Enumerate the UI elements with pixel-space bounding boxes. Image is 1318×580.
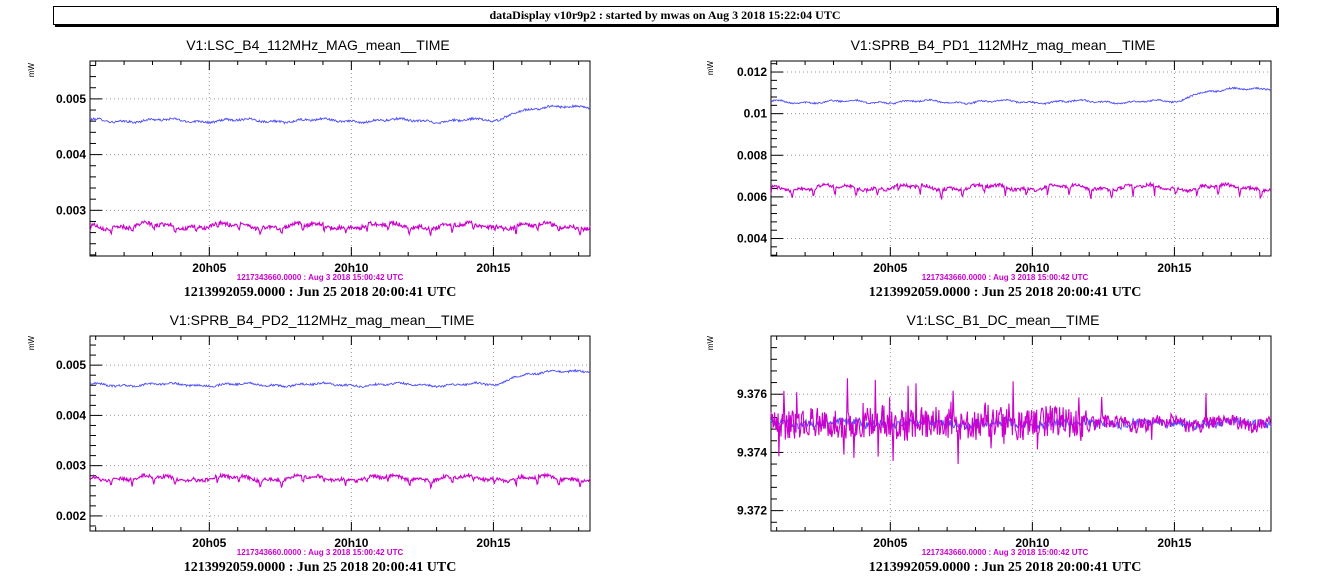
x-tick-label: 20h15 — [476, 261, 510, 275]
y-tick-label: 0.003 — [56, 459, 86, 473]
window-title: dataDisplay v10r9p2 : started by mwas on… — [489, 8, 841, 22]
grid — [90, 336, 590, 531]
data-series — [89, 368, 591, 490]
series-line-current — [89, 472, 591, 490]
x-tick-label: 20h10 — [334, 261, 368, 275]
y-tick-label: 0.005 — [56, 358, 86, 372]
x-tick-label: 20h05 — [192, 536, 226, 550]
y-tick-label: 9.374 — [737, 445, 767, 459]
y-tick-label: 0.012 — [737, 65, 767, 79]
chart-panel-3: V1:SPRB_B4_PD2_112MHz_mag_mean__TIME mW … — [27, 312, 591, 575]
start-time-footer: 1213992059.0000 : Jun 25 2018 20:00:41 U… — [184, 560, 457, 575]
y-axis-label: mW — [706, 335, 715, 350]
grid — [771, 336, 1271, 531]
start-time-footer: 1213992059.0000 : Jun 25 2018 20:00:41 U… — [184, 285, 457, 300]
series-line-current — [89, 219, 591, 237]
x-tick-label: 20h05 — [873, 261, 907, 275]
x-tick-label: 20h15 — [476, 536, 510, 550]
data-series — [770, 86, 1272, 201]
x-tick-label: 20h10 — [1015, 536, 1049, 550]
plot-frame — [89, 335, 591, 532]
grid — [90, 61, 590, 256]
y-tick-label: 0.004 — [56, 148, 86, 162]
x-tick-label: 20h05 — [873, 536, 907, 550]
y-axis-label: mW — [27, 62, 36, 77]
chart-panel-2: V1:SPRB_B4_PD1_112MHz_mag_mean__TIME mW … — [706, 37, 1272, 300]
chart-title: V1:SPRB_B4_PD1_112MHz_mag_mean__TIME — [851, 37, 1156, 53]
grid — [771, 61, 1271, 256]
chart-panel-1: V1:LSC_B4_112MHz_MAG_mean__TIME mW 20h05… — [27, 37, 591, 300]
reference-time-note: 1217343660.0000 : Aug 3 2018 15:00:42 UT… — [922, 273, 1089, 282]
y-tick-label: 0.004 — [56, 408, 86, 422]
y-axis-label: mW — [706, 60, 715, 75]
x-tick-label: 20h10 — [1015, 261, 1049, 275]
plot-frame — [89, 60, 591, 257]
y-tick-label: 9.376 — [737, 387, 767, 401]
x-tick-label: 20h10 — [334, 536, 368, 550]
y-tick-label: 0.004 — [737, 232, 767, 246]
data-series — [89, 104, 591, 237]
y-tick-label: 0.003 — [56, 203, 86, 217]
start-time-footer: 1213992059.0000 : Jun 25 2018 20:00:41 U… — [869, 560, 1142, 575]
plot-frame — [770, 60, 1272, 257]
chart-title: V1:SPRB_B4_PD2_112MHz_mag_mean__TIME — [170, 312, 475, 328]
axis-ticks: 20h05 20h10 20h15 0.004 0.006 0.008 0.01 0.012 — [737, 61, 1261, 275]
chart-title: V1:LSC_B1_DC_mean__TIME — [907, 312, 1100, 328]
y-tick-label: 0.006 — [737, 190, 767, 204]
y-tick-label: 0.008 — [737, 148, 767, 162]
y-tick-label: 0.005 — [56, 92, 86, 106]
y-tick-label: 9.372 — [737, 504, 767, 518]
reference-time-note: 1217343660.0000 : Aug 3 2018 15:00:42 UT… — [237, 548, 404, 557]
series-line-current — [770, 378, 1272, 465]
start-time-footer: 1213992059.0000 : Jun 25 2018 20:00:41 U… — [869, 285, 1142, 300]
reference-time-note: 1217343660.0000 : Aug 3 2018 15:00:42 UT… — [237, 273, 404, 282]
y-tick-label: 0.002 — [56, 509, 86, 523]
series-line-reference — [89, 368, 591, 389]
data-series — [770, 378, 1272, 465]
x-tick-label: 20h05 — [192, 261, 226, 275]
axis-ticks: 20h05 20h10 20h15 0.003 0.004 0.005 — [56, 61, 580, 275]
series-line-reference — [770, 86, 1272, 106]
series-line-reference — [89, 104, 591, 125]
reference-time-note: 1217343660.0000 : Aug 3 2018 15:00:42 UT… — [922, 548, 1089, 557]
chart-title: V1:LSC_B4_112MHz_MAG_mean__TIME — [186, 37, 450, 53]
window-title-bar: dataDisplay v10r9p2 : started by mwas on… — [53, 6, 1277, 25]
chart-panel-4: V1:LSC_B1_DC_mean__TIME mW 20h05 20h10 20h… — [706, 312, 1272, 575]
y-axis-label: mW — [27, 335, 36, 350]
y-tick-label: 0.01 — [744, 107, 768, 121]
x-tick-label: 20h15 — [1157, 536, 1191, 550]
series-line-current — [770, 181, 1272, 201]
axis-ticks: 20h05 20h10 20h15 0.002 0.003 0.004 0.005 — [56, 336, 580, 550]
x-tick-label: 20h15 — [1157, 261, 1191, 275]
axis-ticks: 20h05 20h10 20h15 9.372 9.374 9.376 — [737, 335, 1261, 550]
